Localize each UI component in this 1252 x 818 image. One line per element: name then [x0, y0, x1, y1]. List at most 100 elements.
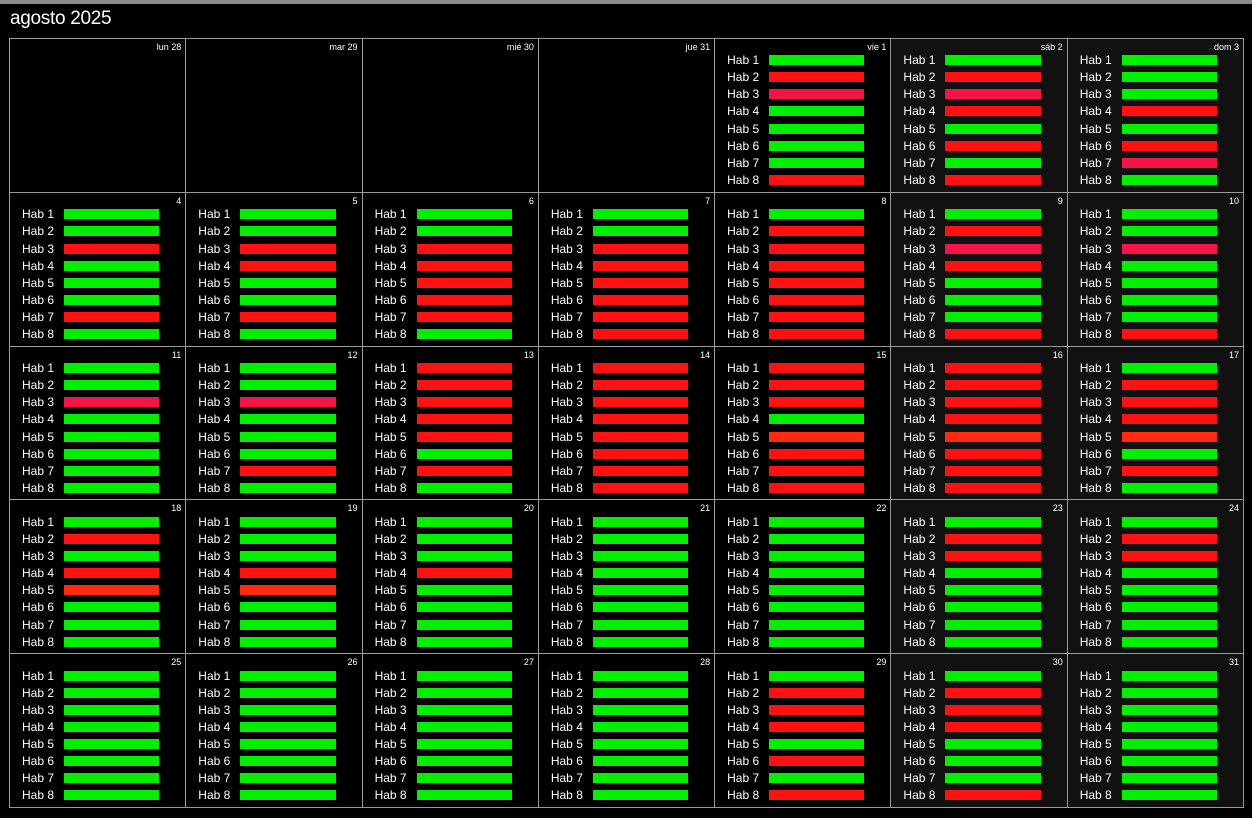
day-cell[interactable]: 28 Hab 1 Hab 2 Hab 3 Hab 4 Hab 5 Hab 6 Hab 7 Hab… [538, 654, 716, 808]
room-row[interactable]: Hab 2 [727, 69, 865, 84]
room-row[interactable]: Hab 7 [375, 463, 512, 478]
availability-bar[interactable] [945, 243, 1041, 254]
availability-bar[interactable] [769, 482, 865, 493]
room-row[interactable]: Hab 8 [551, 327, 689, 342]
availability-bar[interactable] [945, 482, 1041, 493]
availability-bar[interactable] [945, 158, 1041, 168]
availability-bar[interactable] [240, 636, 336, 647]
room-row[interactable]: Hab 3 [22, 241, 160, 256]
day-cell[interactable]: 5 Hab 1 Hab 2 Hab 3 Hab 4 Hab 5 Hab 6 Hab 7 Hab … [186, 192, 363, 347]
room-row[interactable]: Hab 8 [551, 634, 689, 649]
availability-bar[interactable] [1121, 106, 1217, 117]
room-row[interactable]: Hab 6 [903, 754, 1041, 769]
day-cell[interactable]: sáb 2 Hab 1 Hab 2 Hab 3 Hab 4 Hab 5 Hab 6 Hab 7… [891, 39, 1068, 193]
room-row[interactable]: Hab 8 [727, 634, 865, 649]
availability-bar[interactable] [592, 790, 689, 801]
availability-bar[interactable] [416, 329, 512, 340]
room-row[interactable]: Hab 3 [551, 702, 689, 717]
availability-bar[interactable] [64, 448, 160, 459]
room-row[interactable]: Hab 7 [551, 771, 689, 786]
availability-bar[interactable] [64, 329, 160, 340]
room-row[interactable]: Hab 2 [1080, 378, 1217, 393]
availability-bar[interactable] [592, 773, 689, 784]
room-row[interactable]: Hab 4 [198, 412, 336, 427]
room-row[interactable]: Hab 6 [22, 292, 160, 307]
room-row[interactable]: Hab 6 [22, 754, 160, 769]
availability-bar[interactable] [64, 568, 160, 579]
availability-bar[interactable] [1121, 380, 1217, 391]
availability-bar[interactable] [769, 209, 865, 220]
availability-bar[interactable] [64, 670, 160, 681]
room-row[interactable]: Hab 1 [727, 361, 865, 376]
room-row[interactable]: Hab 5 [903, 737, 1041, 752]
room-row[interactable]: Hab 3 [1080, 549, 1217, 564]
room-row[interactable]: Hab 1 [1080, 668, 1217, 683]
day-cell[interactable]: 25 Hab 1 Hab 2 Hab 3 Hab 4 Hab 5 Hab 6 Hab 7 Hab… [10, 654, 187, 808]
availability-bar[interactable] [769, 585, 865, 596]
availability-bar[interactable] [64, 380, 160, 391]
room-row[interactable]: Hab 3 [903, 395, 1041, 410]
room-row[interactable]: Hab 5 [198, 583, 336, 598]
room-row[interactable]: Hab 5 [727, 275, 865, 290]
day-cell[interactable]: 17 Hab 1 Hab 2 Hab 3 Hab 4 Hab 5 Hab 6 Hab 7 Hab… [1067, 346, 1244, 501]
availability-bar[interactable] [64, 585, 160, 596]
availability-bar[interactable] [416, 568, 512, 579]
availability-bar[interactable] [416, 516, 512, 527]
room-row[interactable]: Hab 5 [727, 583, 865, 598]
room-row[interactable]: Hab 8 [22, 634, 160, 649]
availability-bar[interactable] [769, 551, 865, 562]
room-row[interactable]: Hab 8 [903, 327, 1041, 342]
room-row[interactable]: Hab 5 [22, 275, 160, 290]
room-row[interactable]: Hab 1 [903, 52, 1041, 67]
availability-bar[interactable] [1121, 311, 1217, 322]
availability-bar[interactable] [592, 448, 689, 459]
room-row[interactable]: Hab 5 [198, 275, 336, 290]
room-row[interactable]: Hab 2 [375, 224, 512, 239]
room-row[interactable]: Hab 2 [727, 378, 865, 393]
availability-bar[interactable] [592, 551, 689, 562]
room-row[interactable]: Hab 1 [727, 207, 865, 222]
room-row[interactable]: Hab 6 [375, 292, 512, 307]
room-row[interactable]: Hab 2 [903, 685, 1041, 700]
room-row[interactable]: Hab 4 [903, 412, 1041, 427]
availability-bar[interactable] [769, 602, 865, 613]
room-row[interactable]: Hab 2 [375, 685, 512, 700]
availability-bar[interactable] [240, 619, 336, 630]
availability-bar[interactable] [945, 516, 1041, 527]
availability-bar[interactable] [592, 687, 689, 698]
availability-bar[interactable] [769, 722, 865, 733]
room-row[interactable]: Hab 6 [903, 600, 1041, 615]
room-row[interactable]: Hab 4 [22, 566, 160, 581]
room-row[interactable]: Hab 5 [1080, 275, 1217, 290]
availability-bar[interactable] [1121, 123, 1217, 134]
availability-bar[interactable] [240, 551, 336, 562]
availability-bar[interactable] [1121, 175, 1217, 186]
availability-bar[interactable] [1121, 551, 1217, 562]
availability-bar[interactable] [1121, 140, 1217, 151]
room-row[interactable]: Hab 1 [1080, 514, 1217, 529]
availability-bar[interactable] [945, 790, 1041, 801]
availability-bar[interactable] [945, 363, 1041, 374]
availability-bar[interactable] [945, 71, 1041, 82]
availability-bar[interactable] [945, 209, 1041, 220]
room-row[interactable]: Hab 6 [375, 446, 512, 461]
availability-bar[interactable] [592, 311, 689, 322]
availability-bar[interactable] [769, 619, 865, 630]
room-row[interactable]: Hab 4 [903, 720, 1041, 735]
availability-bar[interactable] [64, 209, 160, 220]
room-row[interactable]: Hab 3 [375, 702, 512, 717]
availability-bar[interactable] [240, 585, 336, 596]
room-row[interactable]: Hab 1 [903, 361, 1041, 376]
room-row[interactable]: Hab 4 [375, 720, 512, 735]
room-row[interactable]: Hab 3 [727, 549, 865, 564]
availability-bar[interactable] [240, 448, 336, 459]
room-row[interactable]: Hab 4 [551, 720, 689, 735]
availability-bar[interactable] [240, 482, 336, 493]
room-row[interactable]: Hab 3 [727, 702, 865, 717]
room-row[interactable]: Hab 6 [727, 754, 865, 769]
availability-bar[interactable] [769, 516, 865, 527]
availability-bar[interactable] [416, 687, 512, 698]
availability-bar[interactable] [769, 448, 865, 459]
room-row[interactable]: Hab 2 [198, 685, 336, 700]
availability-bar[interactable] [1121, 568, 1217, 579]
